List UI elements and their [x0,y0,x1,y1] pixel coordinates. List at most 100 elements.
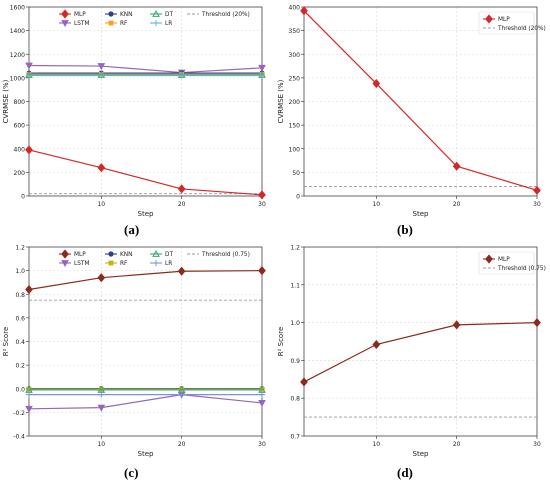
legend-box [478,11,535,35]
legend: MLP Threshold (0.75) [478,251,546,275]
y-tick-label: 0.8 [290,396,300,403]
series-line-mlp [28,270,263,291]
legend-marker [108,260,114,266]
y-tick-label: 50 [292,170,300,177]
y-tick-label: 350 [289,28,301,35]
legend-label: MLP [74,252,86,258]
legend: MLP LSTM KNN RF DT LR Threshold (0.75) [59,249,250,268]
data-point-mlp [258,266,266,276]
panel-label-b: (b) [397,222,413,237]
chart-b: 0 50 100 150 200 250 300 350 400 10 20 30 Step CVRMSE… [277,5,546,219]
legend-label: KNN [120,12,132,18]
x-tick-label: 30 [258,201,266,208]
legend-marker [152,249,160,257]
data-point-lr [98,72,105,79]
x-tick-label: 10 [97,201,105,208]
data-point-lstm [97,404,106,412]
legend-label: RF [120,261,127,267]
legend-label: MLP [74,12,86,18]
data-point-mlp [25,145,33,155]
x-tick-label: 20 [178,441,186,448]
data-point-lr [26,72,32,79]
y-tick-label: 1.2 [290,245,300,252]
x-axis-label: Step [138,210,154,218]
series-line-lstm [28,394,263,410]
data-point-mlp [533,318,541,328]
y-tick-label: 400 [289,5,301,12]
y-tick-label: 1600 [10,5,25,12]
data-point-lr [259,72,265,79]
y-axis-label: CVRMSE (%) [2,79,10,123]
legend-marker [152,9,160,17]
legend-box [478,251,535,275]
data-point-mlp [25,284,33,295]
legend-label: LSTM [74,21,89,27]
legend-label: LR [165,261,172,267]
legend-label: Threshold (0.75) [201,252,250,258]
y-tick-label: 800 [14,99,26,106]
y-tick-label: 0.9 [290,358,300,365]
y-tick-label: 0.2 [15,363,25,370]
chart-a: 0 200 400 600 800 1000 1200 1400 1600 10 20 30 Step C… [2,5,266,219]
legend-label: DT [165,12,173,18]
plot-frame [303,246,538,437]
data-point-mlp [300,6,308,16]
x-tick-label: 20 [453,441,461,448]
y-tick-label: 300 [289,52,301,59]
legend-label: Threshold (20%) [497,26,546,32]
y-tick-label: 1400 [10,28,25,35]
legend-marker [108,11,114,17]
y-tick-label: 1.0 [15,268,25,275]
legend-marker [61,260,69,268]
chart-d: 0.7 0.8 0.9 1.0 1.1 1.2 10 20 30 Step R² Score MLP T… [277,245,546,459]
data-point-lr [178,391,185,398]
y-tick-label: 250 [289,75,301,82]
y-tick-label: 1200 [10,52,25,59]
legend-label: LSTM [74,261,89,267]
y-tick-label: 0.6 [15,315,25,322]
legend: MLP Threshold (20%) [478,11,546,35]
x-tick-label: 30 [533,201,541,208]
legend-marker [153,260,159,266]
y-tick-label: 200 [289,99,301,106]
data-point-lstm [25,62,33,70]
legend-label: Threshold (0.75) [497,266,546,272]
y-tick-label: 0.4 [15,339,25,346]
legend-label: RF [120,21,127,27]
y-tick-label: 400 [14,146,26,153]
legend-marker [61,9,69,19]
x-tick-label: 30 [258,441,266,448]
x-tick-label: 10 [97,441,105,448]
y-axis-label: R² Score [277,327,285,357]
data-point-mlp [533,185,541,195]
data-point-mlp [97,273,106,283]
y-tick-label: 1.2 [15,245,25,252]
y-tick-label: 1000 [10,75,25,82]
y-tick-label: 200 [14,170,26,177]
series-line-mlp [28,149,263,196]
legend-marker [485,14,493,24]
data-point-lr [178,72,185,79]
x-tick-label: 20 [178,201,186,208]
legend-label: KNN [120,252,132,258]
data-point-lstm [258,64,266,72]
legend-marker [108,251,114,257]
data-point-mlp [372,339,381,350]
x-axis-label: Step [413,210,429,218]
legend-marker [485,254,493,264]
data-point-lr [98,391,105,398]
legend-label: MLP [498,257,510,263]
data-point-mlp [177,184,186,194]
legend: MLP LSTM KNN RF DT LR Threshold (20%) [59,9,250,27]
legend-label: Threshold (20%) [201,12,250,18]
y-tick-label: -0.2 [13,410,25,417]
y-tick-label: 0.7 [290,434,300,441]
y-tick-label: 0 [296,194,300,201]
data-point-lstm [258,400,266,407]
y-tick-label: 1.0 [290,320,300,327]
panel-label-d: (d) [397,465,413,480]
y-tick-label: 100 [289,146,301,153]
x-tick-label: 30 [533,441,541,448]
y-tick-label: 0 [21,194,25,201]
